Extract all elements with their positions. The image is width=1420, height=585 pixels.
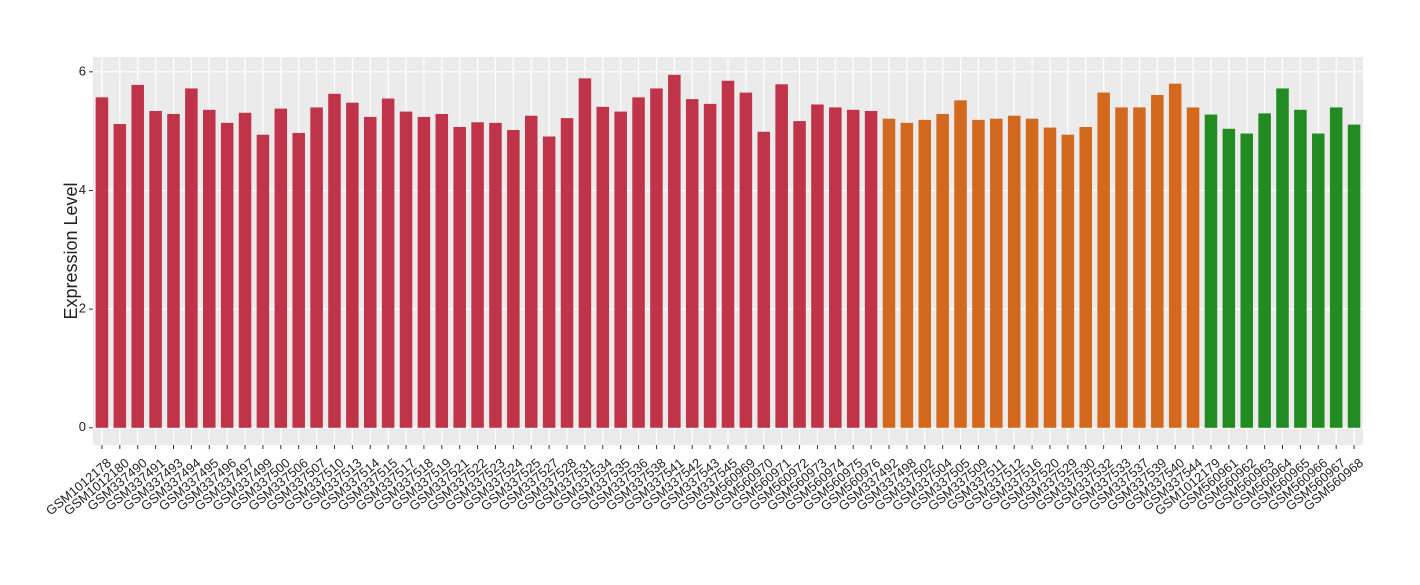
bar [685,99,699,428]
bar [757,131,771,428]
bar [1312,133,1325,428]
bar [775,84,788,428]
bar [131,84,144,428]
bar [1025,118,1039,428]
bar [721,80,735,428]
bar [363,116,377,428]
bar [310,107,323,428]
bar [632,97,645,428]
bar [614,111,627,428]
bar [185,88,198,428]
bar [739,92,753,428]
bar [650,88,663,428]
bar [95,97,109,428]
bar [1240,133,1253,428]
bar [524,115,538,428]
bar [936,113,949,428]
bar [668,74,681,428]
bar [1061,134,1075,428]
bar [560,118,574,428]
bar [1186,107,1200,428]
bar [328,93,341,428]
bar [703,103,717,428]
bar [346,102,359,428]
y-tick-label: 4 [79,182,86,197]
bar [1258,113,1271,428]
bar [954,100,967,428]
bar [453,127,466,428]
bar [1151,94,1164,428]
bar [846,109,860,428]
bar [149,110,162,428]
y-axis-title: Expression Level [61,182,81,319]
bar [1115,107,1128,428]
y-tick-label: 6 [79,63,86,78]
bar [238,112,252,428]
bar [918,119,932,428]
bar [1204,114,1218,428]
bar [972,119,985,428]
y-tick-label: 0 [79,419,86,434]
bar [471,122,484,428]
bar [882,118,896,428]
bar [864,110,878,428]
bar [381,98,395,428]
bar [1133,107,1146,428]
bar [990,118,1003,428]
bar [1294,109,1307,428]
bar [1168,83,1182,428]
bar [220,122,234,428]
bar [1007,115,1021,428]
bar [399,111,413,428]
bar [542,136,556,428]
bar [507,129,520,428]
bar [417,116,431,428]
bar [1329,107,1343,428]
y-tick-label: 2 [79,301,86,316]
bar [1043,127,1057,428]
bar [1222,128,1236,428]
bar [167,113,180,428]
bar [489,122,502,428]
bar [1347,124,1361,428]
bar [1097,92,1110,428]
bar [292,132,305,428]
bar [1079,127,1093,428]
bar [256,134,270,428]
bar [811,104,824,428]
bar [274,108,288,428]
bar [793,121,806,428]
bar [829,107,842,428]
bar [1276,88,1289,428]
bar [900,122,914,428]
bar [578,78,592,428]
bar [113,124,127,428]
bar [435,113,449,428]
bar [203,109,216,428]
bar [596,106,610,428]
